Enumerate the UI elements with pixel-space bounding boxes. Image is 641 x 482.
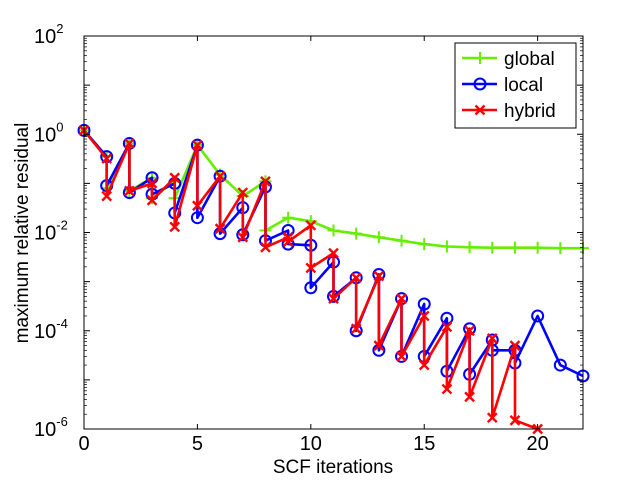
legend-entry-hybrid: hybrid — [462, 101, 556, 122]
data-point-hybrid — [350, 272, 362, 284]
legend-label: global — [504, 49, 555, 70]
data-point-global — [440, 240, 453, 253]
data-point-hybrid — [146, 195, 158, 206]
data-point-local — [417, 297, 431, 311]
data-point-hybrid — [464, 325, 475, 337]
data-point-global — [395, 234, 408, 247]
y-tick-label: 100 — [34, 119, 63, 146]
data-point-hybrid — [328, 247, 339, 259]
data-point-global — [372, 231, 385, 244]
legend-marker-local — [473, 77, 487, 91]
data-point-hybrid — [260, 241, 271, 253]
y-tick-label: 10-4 — [34, 316, 68, 343]
data-point-local — [440, 311, 454, 325]
data-point-local — [190, 211, 204, 225]
x-axis-label: SCF iterations — [273, 457, 393, 478]
data-point-global — [327, 224, 340, 237]
data-point-hybrid — [282, 236, 294, 248]
data-point-hybrid — [486, 412, 498, 424]
legend-entry-global: global — [462, 49, 555, 70]
data-point-hybrid — [486, 333, 498, 344]
data-point-hybrid — [396, 293, 407, 305]
data-point-global — [463, 241, 476, 254]
data-point-hybrid — [441, 321, 453, 333]
data-point-hybrid — [237, 231, 249, 243]
data-point-hybrid — [237, 187, 249, 198]
data-point-hybrid — [396, 351, 407, 362]
data-point-local — [304, 281, 318, 295]
data-point-global — [350, 227, 363, 240]
data-point-hybrid — [509, 415, 521, 426]
data-point-hybrid — [509, 340, 521, 351]
data-point-hybrid — [214, 170, 226, 182]
legend: global local hybrid — [454, 42, 577, 129]
x-tick-label: 0 — [78, 433, 89, 455]
data-point-hybrid — [464, 391, 475, 403]
y-tick-label: 10-6 — [34, 414, 68, 441]
series-line-local — [83, 129, 584, 378]
data-point-global — [486, 241, 499, 254]
x-tick-label: 15 — [413, 433, 435, 455]
data-point-hybrid — [192, 139, 203, 151]
y-tick-label: 10-2 — [34, 218, 68, 245]
series-local — [77, 123, 590, 383]
data-point-global — [554, 242, 567, 255]
x-tick-label: 5 — [192, 433, 203, 455]
series-layer — [77, 123, 590, 435]
data-point-global — [531, 241, 544, 254]
data-point-hybrid — [350, 323, 362, 335]
axes-box — [83, 35, 584, 430]
data-point-hybrid — [305, 219, 317, 231]
data-point-hybrid — [169, 221, 181, 233]
legend-marker-hybrid — [474, 104, 486, 116]
legend-label: hybrid — [504, 101, 556, 122]
data-point-hybrid — [260, 175, 271, 187]
data-point-hybrid — [101, 153, 113, 164]
data-point-hybrid — [192, 200, 203, 212]
data-point-local — [553, 358, 567, 372]
x-tick-label: 10 — [300, 433, 322, 455]
data-point-hybrid — [373, 340, 385, 351]
data-point-hybrid — [124, 138, 135, 149]
y-axis-label: maximum relative residual — [12, 123, 33, 344]
data-point-hybrid — [373, 270, 385, 282]
data-point-hybrid — [169, 172, 181, 184]
data-point-global — [508, 241, 521, 254]
data-point-hybrid — [305, 262, 317, 274]
legend-entry-local: local — [462, 75, 543, 96]
data-point-hybrid — [328, 293, 339, 305]
y-tick-label: 102 — [34, 21, 63, 48]
data-point-hybrid — [146, 178, 158, 189]
data-point-hybrid — [418, 359, 430, 371]
data-point-hybrid — [418, 310, 430, 322]
series-hybrid — [78, 125, 543, 435]
data-point-hybrid — [101, 190, 113, 202]
x-tick-label: 20 — [527, 433, 549, 455]
data-point-hybrid — [124, 185, 135, 197]
series-line-hybrid — [82, 129, 539, 431]
data-point-local — [531, 309, 545, 323]
data-point-global — [282, 211, 295, 224]
data-point-global — [418, 238, 431, 251]
data-point-hybrid — [441, 383, 453, 395]
data-point-hybrid — [214, 223, 226, 234]
legend-marker-global — [474, 52, 486, 64]
legend-label: local — [504, 75, 543, 96]
